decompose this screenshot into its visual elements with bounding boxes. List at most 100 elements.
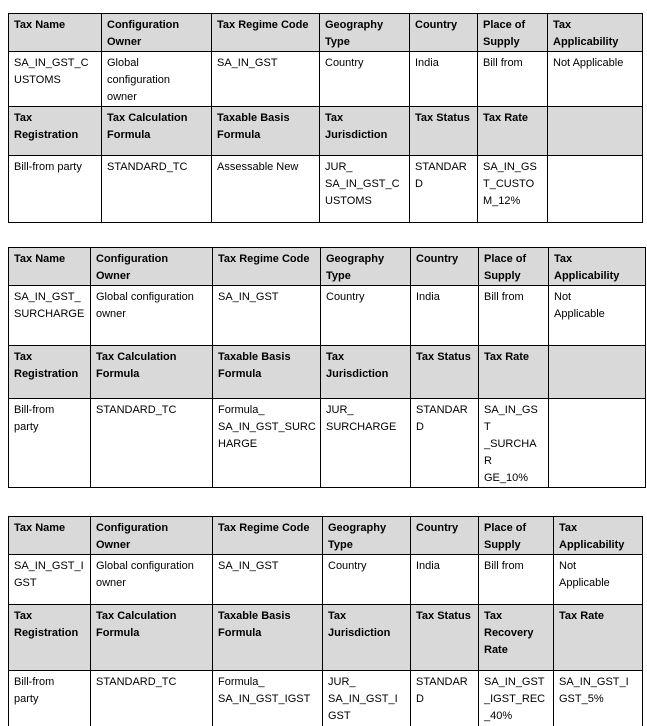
header-cell: Tax Status: [409, 106, 478, 156]
data-cell: STANDARD_TC: [90, 670, 213, 726]
header-cell: Tax Calculation Formula: [90, 604, 213, 671]
data-cell: SA_IN_GST_I GST_5%: [553, 670, 643, 726]
header-cell: Tax Rate: [553, 604, 643, 671]
data-cell: India: [410, 554, 479, 605]
data-row: Bill-from party STANDARD_TC Formula_ SA_IN…: [8, 398, 646, 488]
tax-table-surcharge: Tax Name Configuration Owner Tax Regime Co…: [8, 247, 646, 488]
header-cell: [548, 345, 646, 399]
data-cell: JUR_ SA_IN_GST_C USTOMS: [319, 155, 410, 223]
header-row: Tax Name Configuration Owner Tax Regime Co…: [8, 516, 643, 555]
header-cell: Tax Registration: [8, 604, 91, 671]
data-cell: Formula_ SA_IN_GST_IGST: [212, 670, 323, 726]
data-cell: JUR_ SA_IN_GST_I GST: [322, 670, 411, 726]
header-cell: Tax Registration: [8, 106, 102, 156]
data-row: SA_IN_GST_ SURCHARGE Global configuration…: [8, 285, 646, 346]
data-cell: Not Applicable: [547, 51, 643, 107]
data-cell: SA_IN_GST_ SURCHARGE: [8, 285, 91, 346]
data-cell: STANDAR D: [409, 155, 478, 223]
data-cell: [547, 155, 643, 223]
data-cell: SA_IN_GST: [211, 51, 320, 107]
data-cell: Country: [322, 554, 411, 605]
header-row: Tax Name Configuration Owner Tax Regime Co…: [8, 247, 646, 286]
data-cell: SA_IN_GST_C USTOMS: [8, 51, 102, 107]
data-cell: SA_IN_GST _IGST_REC _40%: [478, 670, 554, 726]
data-cell: STANDAR D: [410, 670, 479, 726]
data-cell: Not Applicable: [548, 285, 646, 346]
data-row: SA_IN_GST_I GST Global configuration owne…: [8, 554, 643, 605]
header-cell: Geography Type: [319, 13, 410, 52]
data-cell: Bill-from party: [8, 670, 91, 726]
data-cell: India: [409, 51, 478, 107]
header-cell: Tax Applicability: [553, 516, 643, 555]
data-cell: JUR_ SURCHARGE: [320, 398, 411, 488]
header-cell: Tax Recovery Rate: [478, 604, 554, 671]
data-cell: Bill from: [478, 554, 554, 605]
header-cell: Place of Supply: [478, 247, 549, 286]
header-cell: Tax Applicability: [547, 13, 643, 52]
data-cell: Bill-from party: [8, 398, 91, 488]
data-row: Bill-from party STANDARD_TC Assessable New…: [8, 155, 643, 223]
header-cell: Configuration Owner: [101, 13, 212, 52]
header-cell: Tax Name: [8, 516, 91, 555]
tax-table-igst: Tax Name Configuration Owner Tax Regime Co…: [8, 516, 643, 726]
header-cell: Tax Registration: [8, 345, 91, 399]
tax-table-customs: Tax Name Configuration Owner Tax Regime Co…: [8, 13, 643, 223]
header-cell: Tax Calculation Formula: [101, 106, 212, 156]
header-cell: Tax Name: [8, 13, 102, 52]
header-cell: Country: [409, 13, 478, 52]
header-cell: Tax Calculation Formula: [90, 345, 213, 399]
header-cell: [547, 106, 643, 156]
header-cell: Place of Supply: [478, 516, 554, 555]
header-cell: Tax Rate: [477, 106, 548, 156]
header-cell: Taxable Basis Formula: [212, 345, 321, 399]
data-cell: Global configuration owner: [90, 285, 213, 346]
header-cell: Taxable Basis Formula: [212, 604, 323, 671]
data-cell: Global configuration owner: [101, 51, 212, 107]
data-row: SA_IN_GST_C USTOMS Global configuration o…: [8, 51, 643, 107]
header-cell: Country: [410, 516, 479, 555]
header-cell: Place of Supply: [477, 13, 548, 52]
data-cell: STANDARD_TC: [101, 155, 212, 223]
data-cell: Formula_ SA_IN_GST_SURC HARGE: [212, 398, 321, 488]
data-cell: [548, 398, 646, 488]
data-cell: SA_IN_GS T_CUSTO M_12%: [477, 155, 548, 223]
header-row: Tax Name Configuration Owner Tax Regime Co…: [8, 13, 643, 52]
data-cell: India: [410, 285, 479, 346]
header-row: Tax Registration Tax Calculation Formula T…: [8, 345, 646, 399]
tables-container: Tax Name Configuration Owner Tax Regime Co…: [8, 13, 647, 726]
data-cell: STANDARD_TC: [90, 398, 213, 488]
header-cell: Geography Type: [320, 247, 411, 286]
header-cell: Country: [410, 247, 479, 286]
data-cell: SA_IN_GST _SURCHAR GE_10%: [478, 398, 549, 488]
data-cell: SA_IN_GST: [212, 285, 321, 346]
header-cell: Tax Rate: [478, 345, 549, 399]
header-cell: Tax Jurisdiction: [322, 604, 411, 671]
header-row: Tax Registration Tax Calculation Formula T…: [8, 106, 643, 156]
header-cell: Tax Name: [8, 247, 91, 286]
header-row: Tax Registration Tax Calculation Formula T…: [8, 604, 643, 671]
header-cell: Configuration Owner: [90, 516, 213, 555]
header-cell: Tax Status: [410, 604, 479, 671]
data-row: Bill-from party STANDARD_TC Formula_ SA_IN…: [8, 670, 643, 726]
header-cell: Geography Type: [322, 516, 411, 555]
data-cell: Bill-from party: [8, 155, 102, 223]
header-cell: Tax Regime Code: [212, 247, 321, 286]
data-cell: Global configuration owner: [90, 554, 213, 605]
header-cell: Configuration Owner: [90, 247, 213, 286]
data-cell: Bill from: [477, 51, 548, 107]
data-cell: Assessable New: [211, 155, 320, 223]
header-cell: Tax Regime Code: [212, 516, 323, 555]
data-cell: Not Applicable: [553, 554, 643, 605]
data-cell: Country: [320, 285, 411, 346]
header-cell: Tax Jurisdiction: [319, 106, 410, 156]
header-cell: Tax Jurisdiction: [320, 345, 411, 399]
header-cell: Tax Regime Code: [211, 13, 320, 52]
header-cell: Tax Status: [410, 345, 479, 399]
header-cell: Tax Applicability: [548, 247, 646, 286]
data-cell: STANDAR D: [410, 398, 479, 488]
data-cell: SA_IN_GST_I GST: [8, 554, 91, 605]
data-cell: Country: [319, 51, 410, 107]
data-cell: SA_IN_GST: [212, 554, 323, 605]
header-cell: Taxable Basis Formula: [211, 106, 320, 156]
